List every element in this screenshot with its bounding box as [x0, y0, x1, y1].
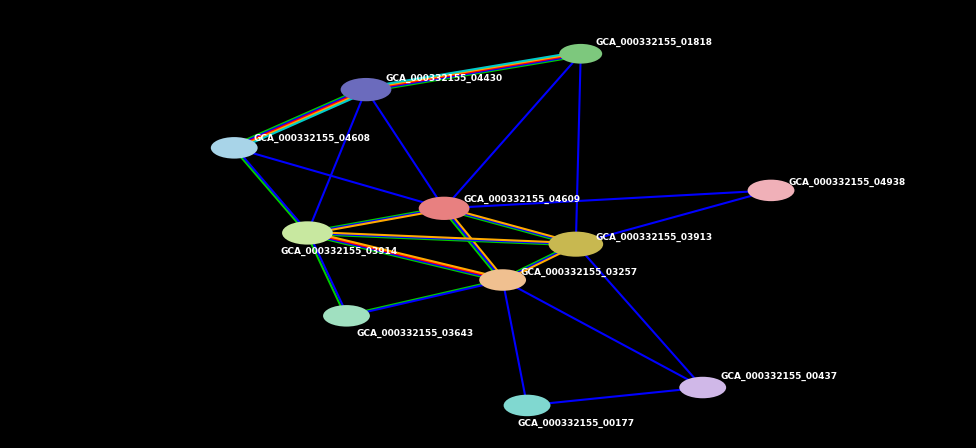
Text: GCA_000332155_03643: GCA_000332155_03643	[356, 329, 473, 338]
Circle shape	[419, 197, 469, 220]
Circle shape	[504, 395, 550, 416]
Circle shape	[679, 377, 726, 398]
Text: GCA_000332155_04938: GCA_000332155_04938	[789, 178, 906, 187]
Circle shape	[748, 180, 794, 201]
Circle shape	[549, 232, 603, 257]
Text: GCA_000332155_03914: GCA_000332155_03914	[280, 247, 397, 256]
Text: GCA_000332155_00437: GCA_000332155_00437	[720, 372, 837, 381]
Circle shape	[479, 269, 526, 291]
Text: GCA_000332155_03913: GCA_000332155_03913	[595, 233, 712, 242]
Circle shape	[211, 137, 258, 159]
Circle shape	[559, 44, 602, 64]
Circle shape	[341, 78, 391, 101]
Text: GCA_000332155_04608: GCA_000332155_04608	[254, 134, 371, 142]
Text: GCA_000332155_04609: GCA_000332155_04609	[464, 195, 581, 204]
Text: GCA_000332155_01818: GCA_000332155_01818	[595, 38, 712, 47]
Circle shape	[323, 305, 370, 327]
Text: GCA_000332155_03257: GCA_000332155_03257	[520, 267, 637, 276]
Text: GCA_000332155_00177: GCA_000332155_00177	[517, 419, 634, 428]
Text: GCA_000332155_04430: GCA_000332155_04430	[386, 74, 503, 83]
Circle shape	[282, 221, 333, 245]
